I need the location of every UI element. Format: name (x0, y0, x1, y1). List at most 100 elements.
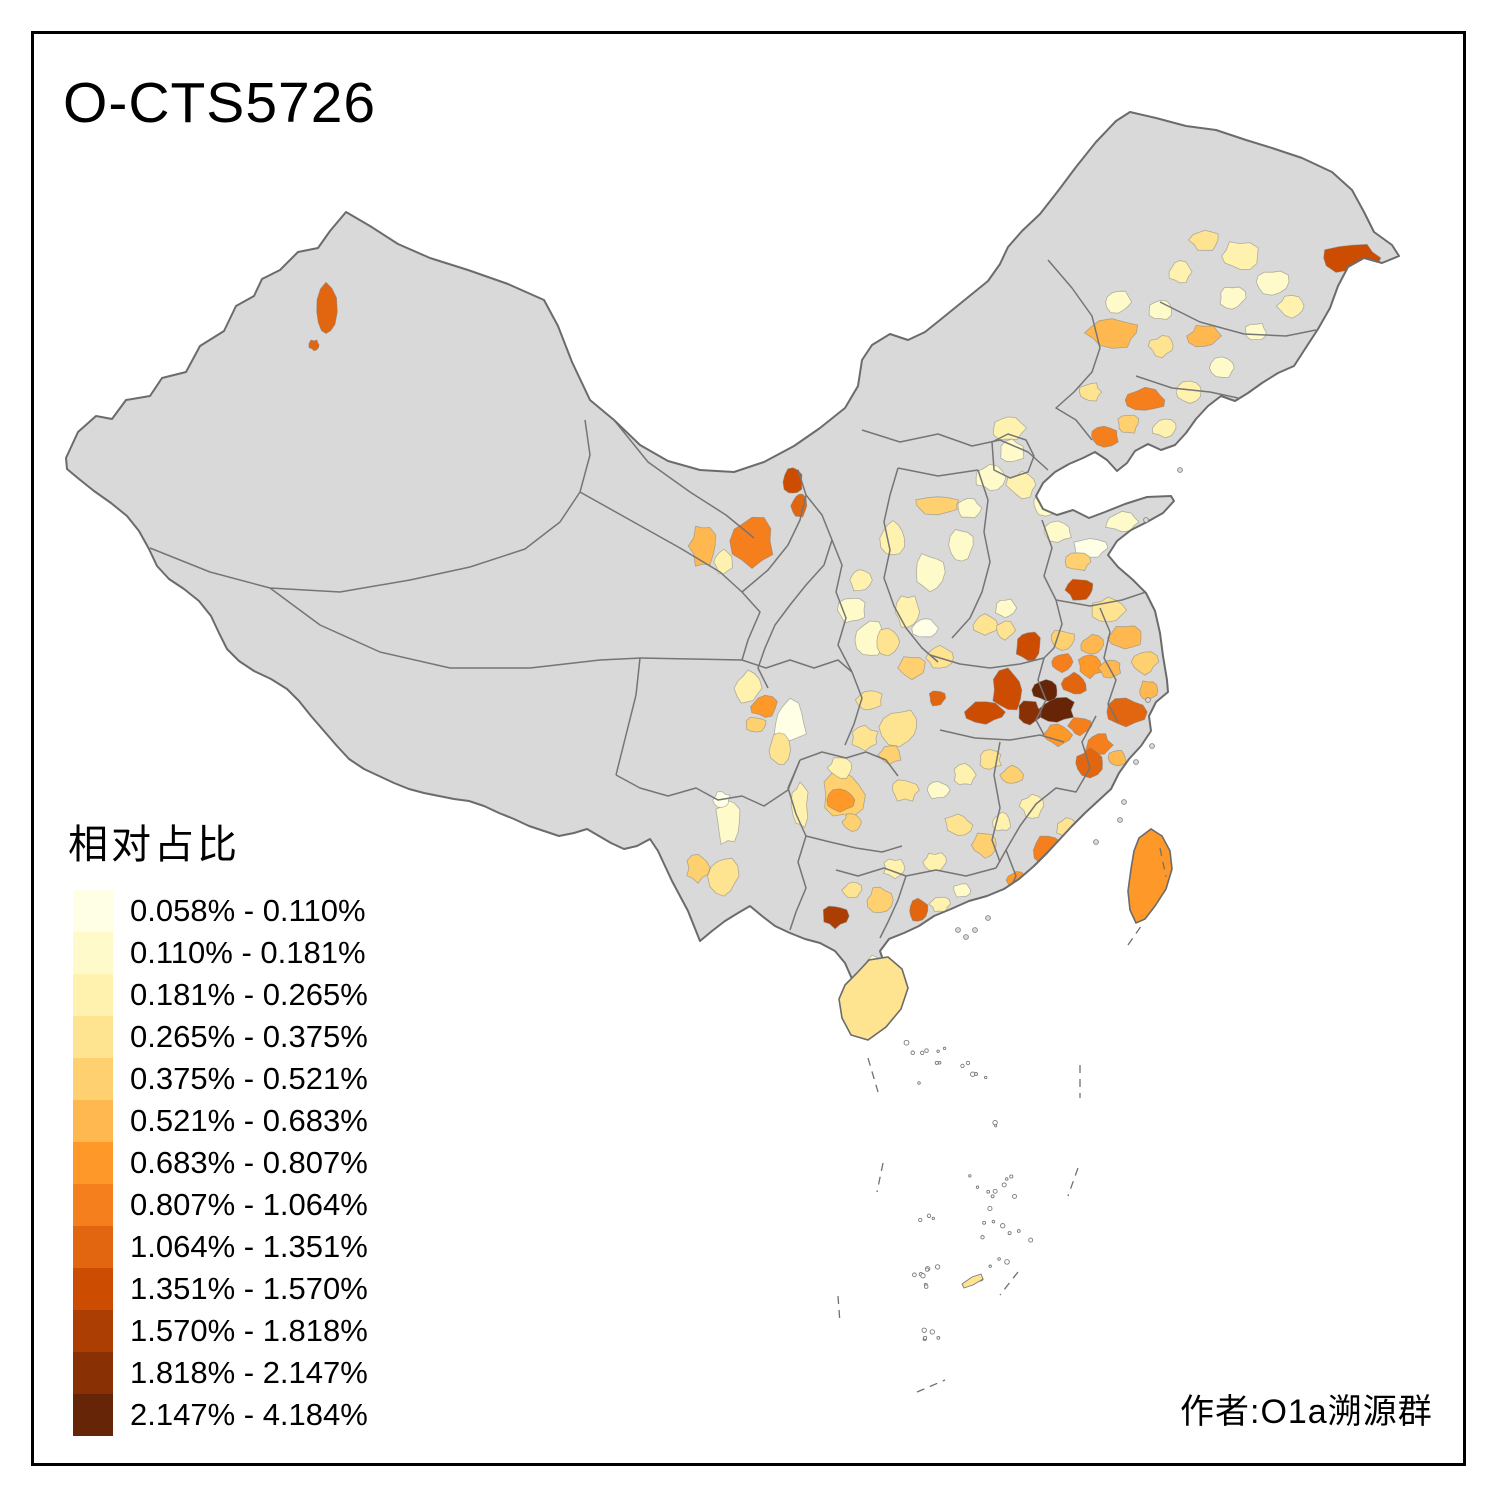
map-region (1064, 552, 1092, 572)
map-region (841, 881, 863, 899)
map-region (1018, 793, 1045, 819)
legend-label: 1.570% - 1.818% (130, 1313, 368, 1348)
map-region (1005, 470, 1037, 500)
legend-label: 0.110% - 0.181% (130, 935, 366, 970)
legend-label: 0.521% - 0.683% (130, 1103, 368, 1138)
sea-islet (997, 1257, 1001, 1261)
sea-islet (992, 1188, 998, 1194)
sea-islet (929, 1329, 935, 1335)
map-region (768, 732, 792, 766)
sea-islet (920, 1050, 925, 1056)
map-region (687, 525, 717, 567)
sea-islet (991, 1219, 996, 1224)
map-region (733, 669, 763, 704)
map-region (911, 618, 939, 638)
map-region (1221, 241, 1259, 270)
legend-swatch (73, 974, 113, 1016)
sea-islet (984, 1075, 988, 1080)
sea-islet (975, 1185, 980, 1189)
sea-islet (912, 1272, 917, 1278)
sea-islet (923, 1335, 928, 1340)
map-region (999, 764, 1025, 784)
map-region (1051, 653, 1074, 674)
legend-label: 0.375% - 0.521% (130, 1061, 368, 1096)
sea-islet (1012, 1193, 1017, 1199)
legend-row: 0.110% - 0.181% (73, 932, 368, 974)
map-region (1107, 749, 1127, 767)
legend-label: 0.807% - 1.064% (130, 1187, 368, 1222)
map-region (1091, 596, 1128, 623)
map-region (948, 529, 974, 562)
map-region (1060, 671, 1087, 695)
sea-islet (974, 1072, 978, 1076)
sea-islet (965, 1060, 971, 1066)
sea-boundary-dash (876, 1162, 884, 1193)
sea-islet (917, 1081, 921, 1085)
map-region (878, 709, 918, 747)
sea-islet (980, 1235, 985, 1240)
coastal-islet (1145, 697, 1151, 703)
map-region (1244, 322, 1267, 341)
map-region (972, 613, 999, 636)
map-region (1168, 260, 1193, 284)
map-region (1000, 438, 1025, 463)
legend-swatch (73, 1016, 113, 1058)
map-region (926, 781, 951, 800)
sea-islet (987, 1205, 993, 1212)
coastal-islet (1149, 743, 1155, 749)
sea-islet (1001, 1182, 1007, 1188)
legend: 相对占比 0.058% - 0.110% 0.110% - 0.181% 0.181… (66, 812, 368, 1436)
coastal-islet (985, 915, 991, 921)
map-region (826, 788, 856, 813)
map-region (715, 800, 741, 845)
legend-row: 0.375% - 0.521% (73, 1058, 368, 1100)
map-region (713, 548, 733, 575)
sea-islet (936, 1049, 940, 1053)
legend-swatch (73, 1184, 113, 1226)
sea-islet (918, 1217, 923, 1223)
sea-islet (910, 1050, 916, 1056)
sea-islet (1004, 1259, 1010, 1265)
legend-label: 0.683% - 0.807% (130, 1145, 368, 1180)
map-region (992, 416, 1028, 441)
sea-boundary-dash (1067, 1167, 1079, 1197)
legend-row: 1.064% - 1.351% (73, 1226, 368, 1268)
sea-islet (988, 1264, 992, 1268)
sea-islet (992, 1119, 998, 1126)
province-borders (149, 259, 1317, 939)
national-boundary (65, 111, 1400, 1010)
map-region (992, 667, 1023, 711)
sea-islet (924, 1267, 930, 1272)
map-region (996, 620, 1017, 641)
sea-islet (968, 1174, 972, 1178)
map-region (992, 811, 1012, 832)
legend-row: 0.683% - 0.807% (73, 1142, 368, 1184)
map-region (729, 516, 774, 570)
legend-swatch (73, 932, 113, 974)
map-region (1050, 629, 1075, 652)
map-region (1064, 578, 1094, 601)
sea-islet (1000, 1223, 1006, 1229)
sea-islet (937, 1061, 942, 1065)
sea-islet (994, 1124, 998, 1128)
map-region (1079, 382, 1103, 402)
sea-boundary-dash (867, 1057, 879, 1093)
map-region (1106, 625, 1142, 650)
sea-islet (923, 1284, 929, 1289)
legend-row: 1.570% - 1.818% (73, 1310, 368, 1352)
map-region (995, 598, 1018, 619)
map-region (1077, 654, 1103, 680)
map-region (773, 697, 807, 742)
sea-islet (924, 1048, 929, 1053)
map-region (849, 569, 873, 592)
map-region (916, 553, 946, 593)
legend-swatch (73, 1394, 113, 1436)
map-region (944, 813, 974, 836)
map-region (866, 886, 894, 914)
coastal-islet (955, 927, 961, 933)
map-region (1275, 294, 1305, 319)
legend-label: 2.147% - 4.184% (130, 1397, 368, 1432)
sea-boundary-dash (916, 1379, 946, 1393)
sea-islet (903, 1039, 910, 1046)
map-region (876, 627, 901, 657)
